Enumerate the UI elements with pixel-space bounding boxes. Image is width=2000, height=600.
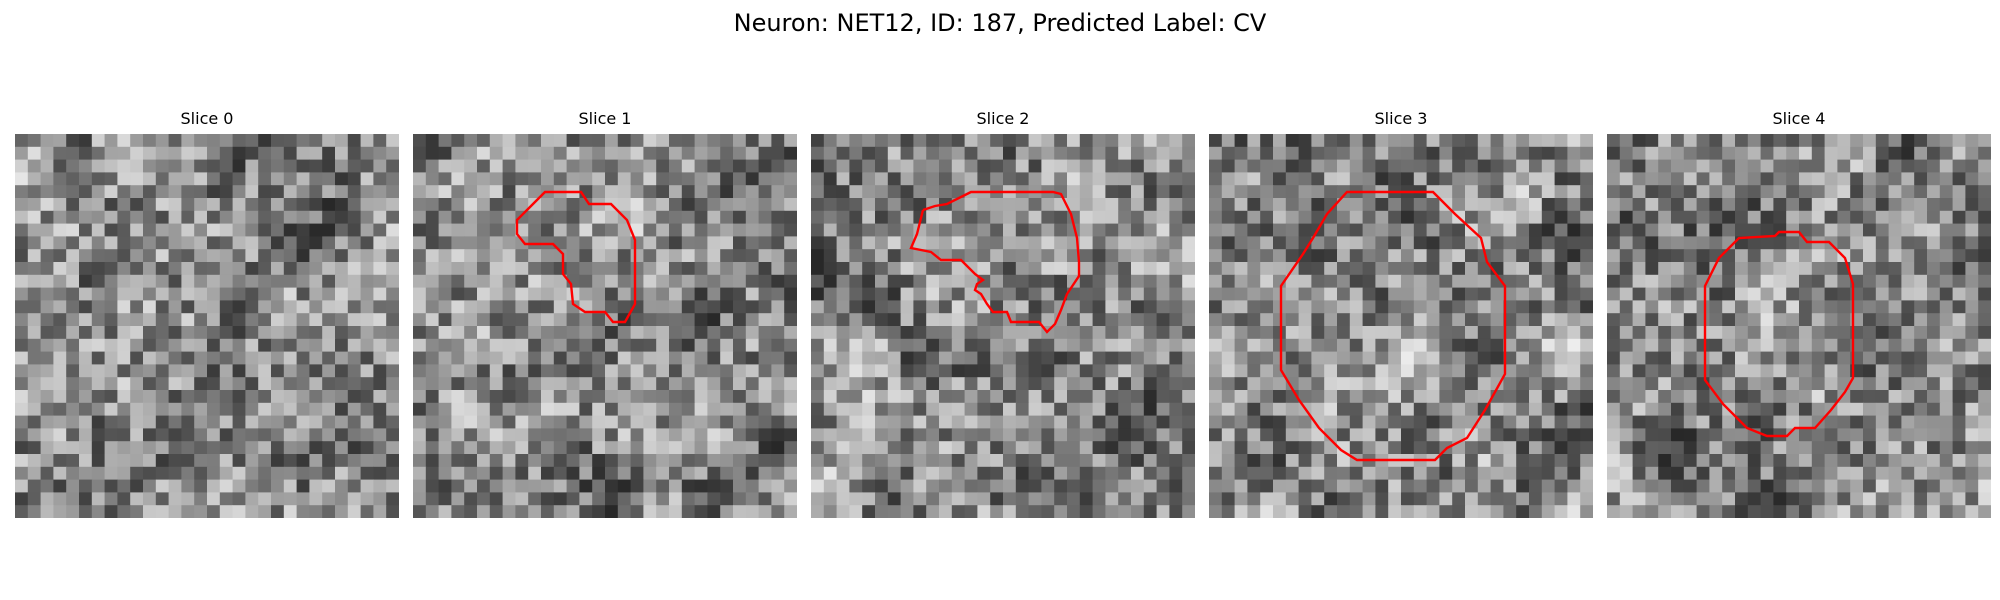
slice-image-4 — [1607, 134, 1991, 518]
segmentation-contour — [1279, 190, 1507, 462]
slice-image-1 — [413, 134, 797, 518]
slice-title-0: Slice 0 — [180, 109, 234, 128]
slice-title-4: Slice 4 — [1772, 109, 1826, 128]
slice-image-0 — [15, 134, 399, 518]
slice-title-2: Slice 2 — [976, 109, 1030, 128]
slice-title-1: Slice 1 — [578, 109, 632, 128]
segmentation-contour — [909, 190, 1081, 334]
slice-title-3: Slice 3 — [1374, 109, 1428, 128]
segmentation-contour — [515, 190, 637, 324]
segmentation-contour — [1703, 230, 1855, 438]
slice-image-2 — [811, 134, 1195, 518]
slice-image-3 — [1209, 134, 1593, 518]
figure-title: Neuron: NET12, ID: 187, Predicted Label:… — [733, 9, 1267, 37]
